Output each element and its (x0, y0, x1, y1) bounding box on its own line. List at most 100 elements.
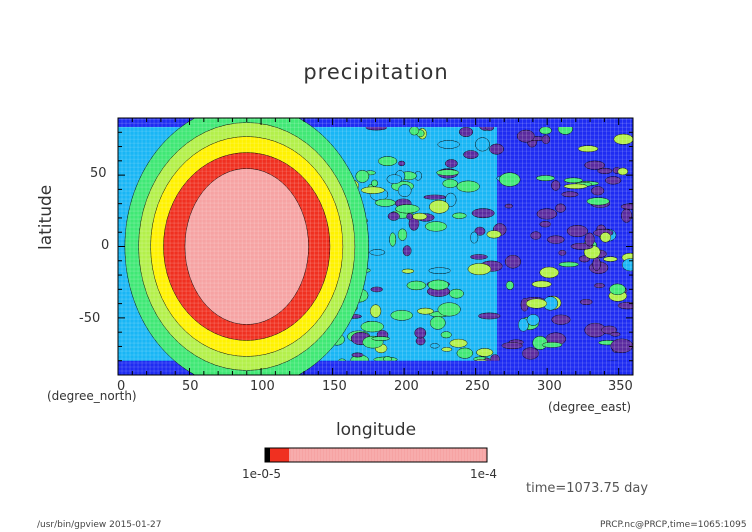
field-blob (476, 348, 494, 357)
field-blob (516, 129, 535, 143)
field-blob (597, 167, 613, 174)
field-blob (470, 254, 488, 260)
field-blob (475, 137, 490, 152)
field-blob (429, 316, 446, 330)
field-blob (414, 327, 427, 339)
field-blob (621, 208, 632, 223)
field-blob (610, 338, 633, 353)
x-tick-50: 50 (182, 379, 199, 394)
field-blob (525, 298, 548, 309)
field-blob (613, 133, 633, 145)
field-blob (406, 280, 427, 291)
field-blob (395, 204, 420, 214)
field-blob (360, 321, 384, 333)
colorbar (264, 447, 488, 463)
field-blob (621, 258, 633, 272)
x-tick-350: 350 (608, 379, 633, 394)
field-blob (620, 203, 633, 210)
field-blob (601, 325, 618, 335)
field-blob (397, 184, 412, 198)
field-blob (440, 331, 452, 339)
field-blob (478, 312, 501, 320)
field-blob (390, 310, 413, 321)
chart-title: precipitation (303, 60, 449, 84)
y-tick-0: 0 (101, 238, 110, 253)
field-blob (504, 203, 513, 209)
field-blob (452, 212, 467, 219)
x-tick-150: 150 (322, 379, 347, 394)
x-axis-unit: (degree_east) (548, 400, 632, 414)
field-blob (558, 261, 579, 268)
field-blob (504, 254, 522, 269)
field-blob (617, 167, 629, 176)
field-blob (591, 186, 605, 196)
field-blob (501, 342, 523, 350)
field-blob (397, 228, 408, 241)
field-blob (555, 203, 566, 213)
colorbar-black (265, 448, 270, 462)
field-blob (427, 279, 449, 291)
field-blob (424, 221, 447, 232)
field-blob (539, 266, 559, 279)
field-gridlines (118, 118, 633, 375)
field-blob (449, 338, 468, 348)
field-blob (398, 160, 406, 167)
field-blob (428, 267, 451, 275)
field-blob (378, 156, 398, 167)
field-blob (456, 180, 480, 193)
x-tick-200: 200 (394, 379, 419, 394)
footer-left: /usr/bin/gpview 2015-01-27 (37, 520, 162, 530)
x-tick-300: 300 (537, 379, 562, 394)
field-blob (470, 231, 479, 244)
x-tick-250: 250 (465, 379, 490, 394)
field-blob (360, 186, 385, 194)
plot-area (118, 118, 633, 375)
field-blob (467, 263, 492, 276)
field-blob (459, 126, 474, 137)
field-blob (592, 257, 601, 271)
field-blob (371, 336, 390, 341)
field-blob (387, 211, 400, 221)
colorbar-label-high: 1e-4 (470, 467, 497, 481)
field-blob (609, 283, 626, 296)
field-blob (445, 192, 457, 207)
field-blob (535, 175, 555, 182)
field-blob (605, 176, 622, 185)
contour-pink (184, 168, 309, 325)
field-blob (541, 134, 551, 145)
field-blob (386, 174, 403, 185)
y-axis-label: latitude (36, 184, 56, 250)
field-blob (547, 235, 565, 244)
field-blob (536, 208, 558, 220)
field-blob (539, 221, 551, 228)
field-blob (437, 302, 461, 317)
field-blob (551, 180, 561, 191)
x-axis-label: longitude (335, 420, 417, 440)
field-blob (401, 268, 415, 274)
field-blob (584, 232, 595, 247)
field-blob (561, 191, 579, 198)
field-blob (498, 172, 521, 187)
field-blob (351, 352, 364, 358)
field-blob (563, 177, 583, 184)
colorbar-label-low: 1e-0-5 (242, 467, 281, 481)
y-tick-minus-50: -50 (79, 311, 101, 326)
field-blob (437, 140, 460, 149)
field-blob (579, 299, 593, 305)
time-readout: time=1073.75 day (526, 481, 649, 496)
field-blob (369, 249, 386, 256)
field-blob (423, 194, 447, 200)
field-blob (374, 198, 396, 207)
field-blob (389, 232, 397, 247)
footer-right: PRCP.nc@PRCP,time=1065:1095 (600, 520, 747, 530)
field-blob (541, 341, 563, 348)
field-blob (603, 256, 618, 262)
field-blob (530, 231, 542, 240)
field-blob (594, 283, 605, 289)
field-blob (442, 179, 458, 188)
field-blob (526, 314, 540, 326)
field-blob (370, 286, 383, 293)
x-tick-100: 100 (250, 379, 275, 394)
field-blob (406, 213, 414, 220)
field-blob (456, 347, 474, 359)
